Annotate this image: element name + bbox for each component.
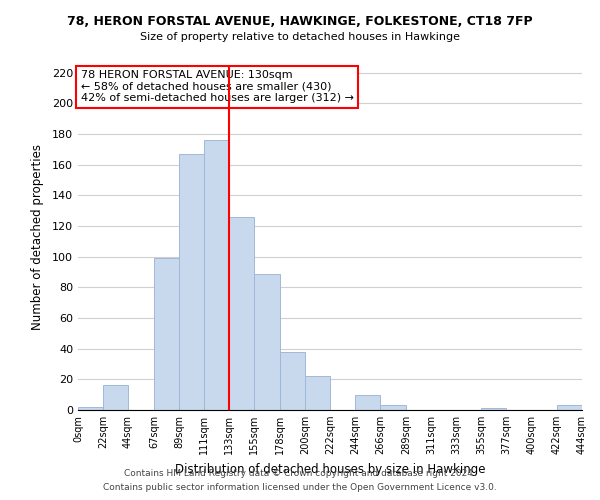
Text: 78 HERON FORSTAL AVENUE: 130sqm
← 58% of detached houses are smaller (430)
42% o: 78 HERON FORSTAL AVENUE: 130sqm ← 58% of…: [80, 70, 353, 103]
Bar: [481, 408, 506, 410]
Text: Contains public sector information licensed under the Open Government Licence v3: Contains public sector information licen…: [103, 484, 497, 492]
Bar: [78, 407, 103, 410]
Bar: [380, 406, 406, 410]
Text: 78, HERON FORSTAL AVENUE, HAWKINGE, FOLKESTONE, CT18 7FP: 78, HERON FORSTAL AVENUE, HAWKINGE, FOLK…: [67, 15, 533, 28]
Bar: [305, 376, 330, 410]
Bar: [280, 352, 305, 410]
Bar: [229, 217, 254, 410]
Bar: [254, 274, 280, 410]
Text: Size of property relative to detached houses in Hawkinge: Size of property relative to detached ho…: [140, 32, 460, 42]
Y-axis label: Number of detached properties: Number of detached properties: [31, 144, 44, 330]
Bar: [179, 154, 204, 410]
Bar: [355, 394, 380, 410]
Text: Contains HM Land Registry data © Crown copyright and database right 2024.: Contains HM Land Registry data © Crown c…: [124, 468, 476, 477]
Bar: [557, 406, 582, 410]
Bar: [204, 140, 229, 410]
Bar: [103, 386, 128, 410]
X-axis label: Distribution of detached houses by size in Hawkinge: Distribution of detached houses by size …: [175, 462, 485, 475]
Bar: [154, 258, 179, 410]
